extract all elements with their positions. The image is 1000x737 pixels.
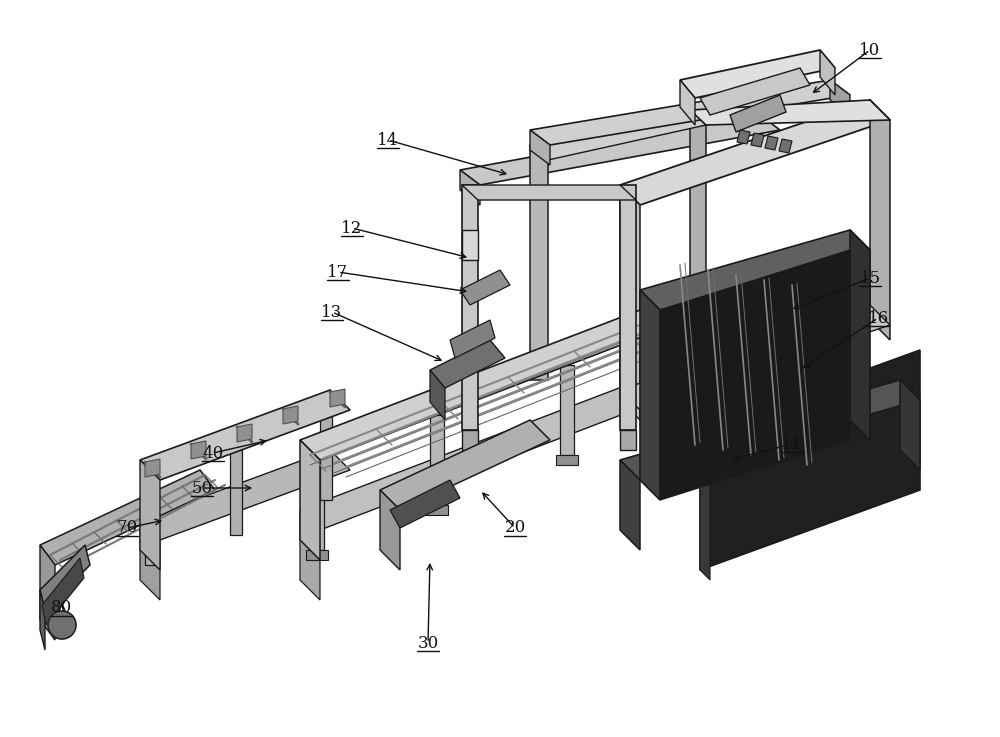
Polygon shape — [620, 185, 636, 430]
Polygon shape — [660, 250, 850, 500]
Polygon shape — [460, 170, 480, 205]
Text: 13: 13 — [321, 304, 343, 321]
Polygon shape — [380, 420, 550, 510]
Polygon shape — [640, 290, 660, 500]
Text: 10: 10 — [859, 41, 881, 58]
Polygon shape — [430, 370, 445, 420]
Polygon shape — [140, 390, 350, 480]
Text: 20: 20 — [504, 520, 526, 537]
Text: 11: 11 — [781, 436, 803, 453]
Polygon shape — [140, 520, 160, 600]
Polygon shape — [830, 80, 850, 115]
Polygon shape — [462, 230, 478, 260]
Polygon shape — [320, 415, 332, 500]
Text: 17: 17 — [327, 264, 349, 281]
Polygon shape — [40, 470, 215, 565]
Polygon shape — [300, 510, 320, 600]
Polygon shape — [620, 185, 640, 420]
Polygon shape — [850, 230, 870, 440]
Polygon shape — [237, 424, 252, 442]
Circle shape — [48, 611, 76, 639]
Text: 12: 12 — [341, 220, 363, 237]
Polygon shape — [530, 145, 548, 380]
Text: 14: 14 — [377, 131, 399, 148]
Polygon shape — [300, 380, 660, 530]
Polygon shape — [620, 305, 890, 410]
Polygon shape — [700, 68, 810, 115]
Polygon shape — [191, 441, 206, 459]
Polygon shape — [765, 136, 778, 150]
Polygon shape — [40, 590, 45, 650]
Polygon shape — [380, 490, 400, 570]
Polygon shape — [560, 365, 574, 455]
Polygon shape — [300, 310, 660, 460]
Polygon shape — [145, 480, 157, 565]
Polygon shape — [42, 558, 84, 625]
Polygon shape — [620, 460, 640, 550]
Text: 80: 80 — [51, 599, 73, 616]
Text: 15: 15 — [859, 270, 881, 287]
Polygon shape — [620, 100, 890, 205]
Polygon shape — [620, 430, 636, 450]
Polygon shape — [306, 550, 328, 560]
Polygon shape — [462, 430, 478, 450]
Polygon shape — [300, 440, 320, 560]
Polygon shape — [690, 100, 890, 125]
Text: 16: 16 — [867, 310, 889, 326]
Text: 70: 70 — [116, 520, 138, 537]
Polygon shape — [530, 110, 706, 160]
Polygon shape — [751, 133, 764, 147]
Polygon shape — [450, 320, 495, 358]
Polygon shape — [900, 380, 920, 470]
Polygon shape — [737, 130, 750, 144]
Polygon shape — [462, 185, 636, 200]
Text: 40: 40 — [202, 444, 224, 461]
Polygon shape — [680, 80, 695, 125]
Polygon shape — [530, 130, 550, 165]
Polygon shape — [700, 430, 710, 580]
Polygon shape — [779, 139, 792, 153]
Text: 30: 30 — [417, 635, 439, 652]
Polygon shape — [40, 545, 55, 640]
Polygon shape — [620, 380, 920, 480]
Polygon shape — [640, 230, 870, 310]
Polygon shape — [230, 450, 242, 535]
Polygon shape — [556, 455, 578, 465]
Polygon shape — [390, 480, 460, 528]
Polygon shape — [140, 450, 350, 540]
Polygon shape — [40, 545, 90, 610]
Polygon shape — [283, 406, 298, 424]
Polygon shape — [430, 415, 444, 505]
Polygon shape — [140, 460, 160, 570]
Polygon shape — [462, 185, 478, 430]
Polygon shape — [310, 460, 324, 550]
Polygon shape — [330, 389, 345, 407]
Polygon shape — [730, 95, 786, 132]
Polygon shape — [680, 50, 835, 98]
Polygon shape — [870, 100, 890, 340]
Polygon shape — [145, 459, 160, 477]
Polygon shape — [460, 270, 510, 305]
Polygon shape — [426, 505, 448, 515]
Polygon shape — [530, 80, 850, 145]
Polygon shape — [430, 340, 505, 388]
Polygon shape — [700, 350, 920, 570]
Polygon shape — [820, 50, 835, 95]
Polygon shape — [690, 110, 706, 380]
Text: 50: 50 — [191, 480, 213, 497]
Polygon shape — [460, 115, 780, 185]
